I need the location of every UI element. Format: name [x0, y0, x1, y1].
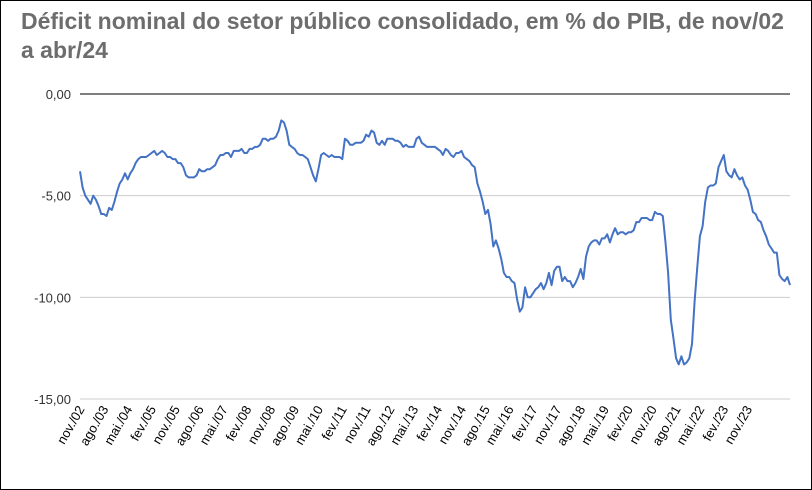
- chart-title: Déficit nominal do setor público consoli…: [21, 8, 784, 63]
- y-axis-ticks: 0,00 -5,00 -10,00 -15,00: [34, 87, 71, 407]
- y-tick-label: -10,00: [34, 290, 71, 305]
- series-line: [79, 119, 791, 366]
- gridlines: [80, 93, 790, 400]
- y-tick-label: -15,00: [34, 392, 71, 407]
- y-tick-label: 0,00: [46, 87, 71, 102]
- y-tick-label: -5,00: [41, 189, 71, 204]
- x-axis-ticks: nov./02ago./03mai./04fev./05nov./05ago./…: [54, 403, 755, 448]
